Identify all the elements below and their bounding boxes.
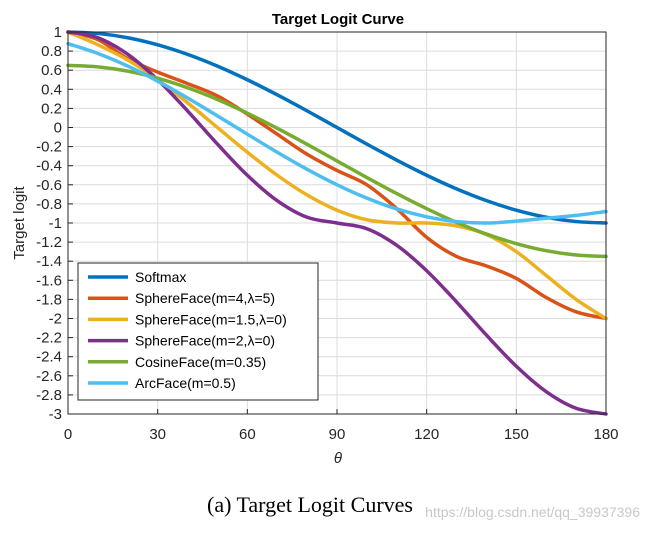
y-tick-label: 0.2 (41, 100, 62, 117)
y-tick-label: -2.8 (36, 387, 62, 404)
x-tick-label: 30 (149, 426, 166, 443)
series-line (66, 63, 608, 259)
x-axis-label: θ (334, 450, 342, 467)
watermark-text: https://blog.csdn.net/qq_39937396 (425, 504, 640, 520)
y-tick-label: 0.4 (41, 81, 62, 98)
x-tick-label: 60 (239, 426, 256, 443)
x-tick-label: 120 (414, 426, 439, 443)
series-line (66, 30, 608, 321)
y-axis-ticks: 1 0.8 0.6 0.4 0.2 0 -0.2 -0.4 -0.6 -0.8 -1 -1.2 -1.4… (36, 24, 73, 423)
x-tick-label: 180 (593, 426, 618, 443)
y-tick-label: -1.2 (36, 234, 62, 251)
series-line (66, 30, 608, 225)
y-tick-label: -0.4 (36, 158, 62, 175)
x-tick-label: 0 (64, 426, 72, 443)
y-tick-label: 0.8 (41, 43, 62, 60)
y-tick-label: -0.2 (36, 139, 62, 156)
figure-caption: (a) Target Logit Curves (207, 492, 413, 517)
legend-entry: Softmax (135, 269, 186, 285)
legend-entry: SphereFace(m=2,λ=0) (135, 333, 275, 349)
y-tick-label: -2 (49, 311, 62, 328)
x-tick-label: 150 (504, 426, 529, 443)
y-tick-label: -0.8 (36, 196, 62, 213)
series-lines (66, 30, 608, 416)
legend-entry: ArcFace(m=0.5) (135, 375, 236, 391)
y-tick-label: -2.2 (36, 330, 62, 347)
y-tick-label: -3 (49, 406, 62, 423)
y-tick-label: -1.8 (36, 291, 62, 308)
x-axis-ticks: 0 30 60 90 120 150 180 (64, 409, 619, 443)
series-line (66, 41, 608, 225)
y-tick-label: -2.4 (36, 349, 62, 366)
y-tick-label: -1.6 (36, 272, 62, 289)
y-tick-label: 0 (54, 120, 62, 137)
y-axis-label: Target logit (11, 185, 28, 259)
y-tick-label: 1 (54, 24, 62, 41)
chart-title: Target Logit Curve (272, 11, 404, 28)
legend: Softmax SphereFace(m=4,λ=5) SphereFace(m=1… (77, 262, 319, 401)
legend-box (77, 262, 319, 401)
y-tick-label: -2.6 (36, 368, 62, 385)
legend-entry: CosineFace(m=0.35) (135, 354, 266, 370)
y-tick-label: -1 (49, 215, 62, 232)
y-tick-label: -1.4 (36, 253, 62, 270)
y-tick-label: -0.6 (36, 177, 62, 194)
y-tick-label: 0.6 (41, 62, 62, 79)
legend-entry: SphereFace(m=1.5,λ=0) (135, 311, 287, 327)
legend-entry: SphereFace(m=4,λ=5) (135, 290, 275, 306)
x-tick-label: 90 (329, 426, 346, 443)
